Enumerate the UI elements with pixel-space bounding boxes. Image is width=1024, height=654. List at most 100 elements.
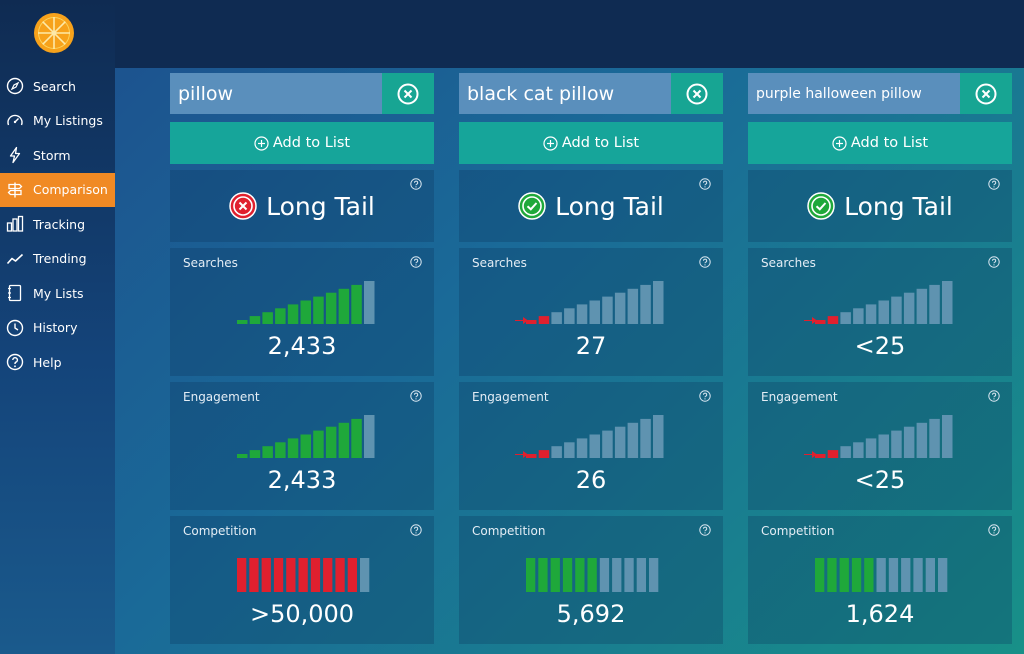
sidebar-item-my-listings[interactable]: My Listings [0,104,115,139]
bar-chart-icon [6,215,24,233]
level-bar [815,320,826,324]
sidebar-item-label: Trending [33,251,87,267]
level-bar [589,300,600,324]
help-icon[interactable] [988,524,1000,536]
level-bar [538,558,548,592]
level-bar [653,281,664,324]
help-icon[interactable] [410,390,422,402]
help-icon[interactable] [410,524,422,536]
question-icon [6,353,24,371]
keyword-input[interactable]: pillow [170,73,382,114]
sidebar-item-comparison[interactable]: Comparison [0,172,115,207]
level-bar [865,438,877,458]
level-bar [313,296,324,324]
clear-keyword-button[interactable] [960,73,1012,114]
level-bar [851,558,862,592]
level-bar [614,426,626,458]
help-icon[interactable] [988,390,1000,402]
level-bar [360,558,370,592]
sidebar-item-history[interactable]: History [0,311,115,346]
level-bar [564,308,575,324]
metric-label: Engagement [761,390,838,404]
level-bar [587,558,597,592]
engagement-level-meter [804,415,953,458]
sidebar-item-label: My Listings [33,113,103,129]
level-bar [323,558,333,592]
verdict-label: Long Tail [844,191,953,221]
searches-level-meter [237,281,375,324]
competition-level-meter [237,558,370,592]
level-bar [839,558,849,592]
sidebar-item-my-lists[interactable]: My Lists [0,276,115,311]
verdict-label: Long Tail [266,191,375,221]
level-bar [599,558,610,592]
level-bar [653,415,664,458]
level-bar [589,434,600,458]
level-bar [564,442,575,458]
level-bar [827,558,837,592]
level-bar [550,558,560,592]
level-bar [261,558,271,592]
add-to-list-label: Add to List [561,135,640,151]
level-bar [602,296,613,324]
sidebar-item-label: Storm [33,147,71,163]
metric-label: Searches [472,256,527,270]
lightning-icon [6,146,24,164]
clear-keyword-button[interactable] [671,73,723,114]
level-bar [526,320,537,324]
sidebar-item-storm[interactable]: Storm [0,138,115,173]
help-icon[interactable] [988,256,1000,268]
level-bar [878,434,889,458]
metric-value: 26 [575,466,607,494]
level-bar [364,415,375,458]
help-icon[interactable] [699,390,711,402]
sidebar-item-tracking[interactable]: Tracking [0,207,115,242]
level-bar [237,558,247,592]
add-to-list-button[interactable]: Add to List [170,122,434,164]
orange-logo-icon[interactable] [33,12,75,54]
sidebar-item-label: Tracking [33,216,86,232]
arrow-right-icon [515,317,528,324]
keyword-input[interactable]: purple halloween pillow [748,73,960,114]
level-bar [853,442,864,458]
plus-circle-icon [543,135,562,151]
add-to-list-button[interactable]: Add to List [459,122,723,164]
level-bar [538,450,550,458]
level-bar [286,558,296,592]
sidebar-item-label: History [33,320,78,336]
sidebar-item-trending[interactable]: Trending [0,242,115,277]
keyword-input[interactable]: black cat pillow [459,73,671,114]
level-bar [903,426,915,458]
help-icon[interactable] [699,178,711,190]
check-circle-icon [807,192,835,220]
clear-keyword-button[interactable] [382,73,434,114]
level-bar [298,558,308,592]
help-icon[interactable] [699,256,711,268]
level-bar [614,292,626,324]
help-icon[interactable] [410,256,422,268]
add-to-list-button[interactable]: Add to List [748,122,1012,164]
arrow-right-icon [804,451,817,458]
comparison-column: pillow Add to List Long Tail Searches 2,… [170,73,434,644]
metric-label: Engagement [183,390,260,404]
level-bar [551,446,562,458]
close-circle-icon [686,83,708,105]
competition-level-meter [526,558,659,592]
clock-icon [6,319,24,337]
level-bar [916,422,928,458]
level-bar [576,304,588,324]
level-bar [627,422,639,458]
level-bar [538,316,550,324]
long-tail-card: Long Tail [748,170,1012,242]
sidebar-item-help[interactable]: Help [0,345,115,380]
help-icon[interactable] [410,178,422,190]
level-bar [262,312,273,324]
level-bar [888,558,899,592]
help-icon[interactable] [988,178,1000,190]
level-bar [325,292,337,324]
help-icon[interactable] [699,524,711,536]
sidebar-item-label: Comparison [33,182,108,198]
level-bar [237,320,248,324]
metric-label: Searches [761,256,816,270]
sidebar-item-search[interactable]: Search [0,69,115,104]
